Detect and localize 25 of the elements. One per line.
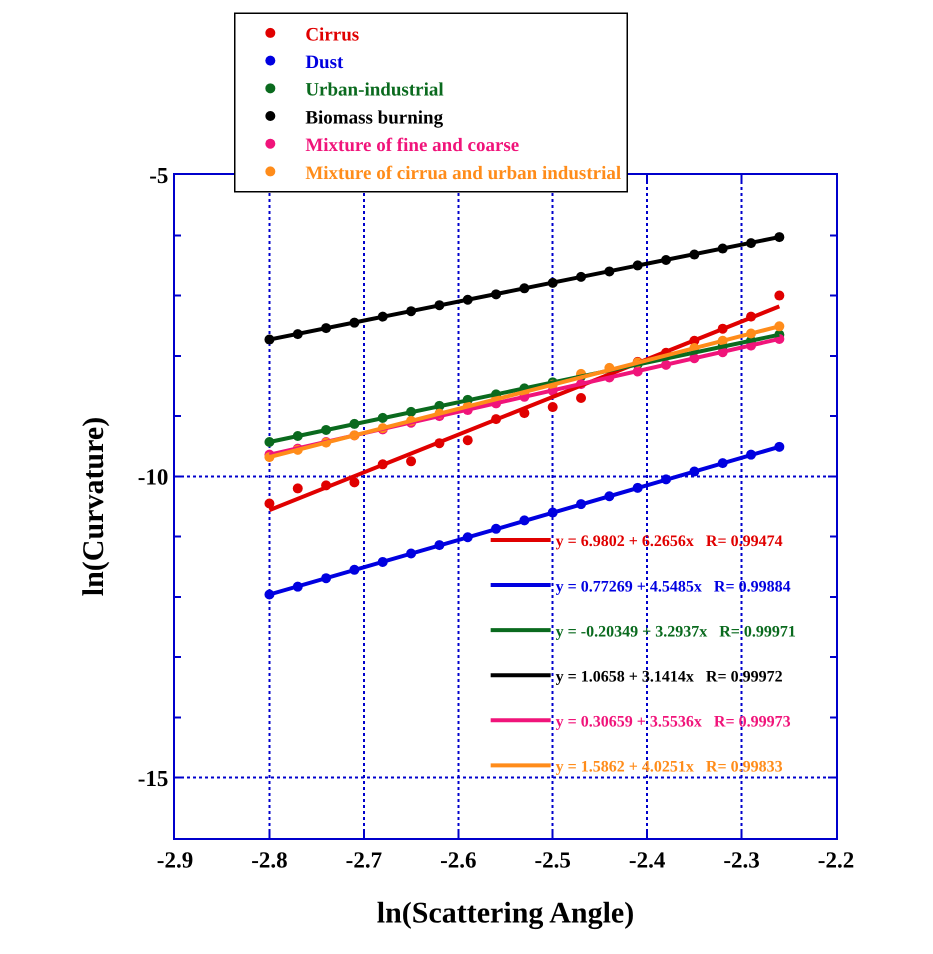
- legend-label: Mixture of cirrua and urban industrial: [305, 162, 622, 184]
- legend-label: Dust: [305, 52, 344, 74]
- x-tick-label: -2.7: [346, 848, 382, 873]
- y-tick-label: -10: [138, 464, 168, 490]
- y-axis-title: ln(Curvature): [77, 416, 110, 596]
- legend-label: Mixture of fine and coarse: [305, 135, 520, 156]
- x-tick-label: -2.3: [723, 848, 760, 873]
- x-tick-label: -2.2: [818, 848, 854, 873]
- legend-label: Urban-industrial: [305, 80, 444, 101]
- y-tick-label: -5: [149, 163, 168, 188]
- legend-label: y = 1.0658 + 3.1414x R= 0.99972: [556, 668, 783, 686]
- y-tick-label: -15: [138, 766, 168, 791]
- x-tick-label: -2.9: [156, 848, 194, 873]
- legend-label: y = 0.30659 + 3.5536x R= 0.99973: [556, 714, 791, 731]
- x-tick-label: -2.8: [251, 848, 288, 873]
- legend-label: y = 6.9802 + 6.2656x R= 0.99474: [556, 533, 783, 550]
- legend-label: Biomass burning: [305, 107, 444, 128]
- x-axis-title: ln(Scattering Angle): [376, 896, 634, 930]
- x-tick-label: -2.4: [628, 848, 666, 873]
- legend-label: y = 1.5862 + 4.0251x R= 0.99833: [556, 758, 783, 776]
- legend-label: Cirrus: [305, 24, 360, 46]
- x-tick-label: -2.5: [534, 848, 571, 873]
- x-tick-label: -2.6: [440, 848, 476, 873]
- legend-label: y = -0.20349 + 3.2937x R= 0.99971: [556, 623, 796, 640]
- legend-label: y = 0.77269 + 4.5485x R= 0.99884: [556, 578, 791, 596]
